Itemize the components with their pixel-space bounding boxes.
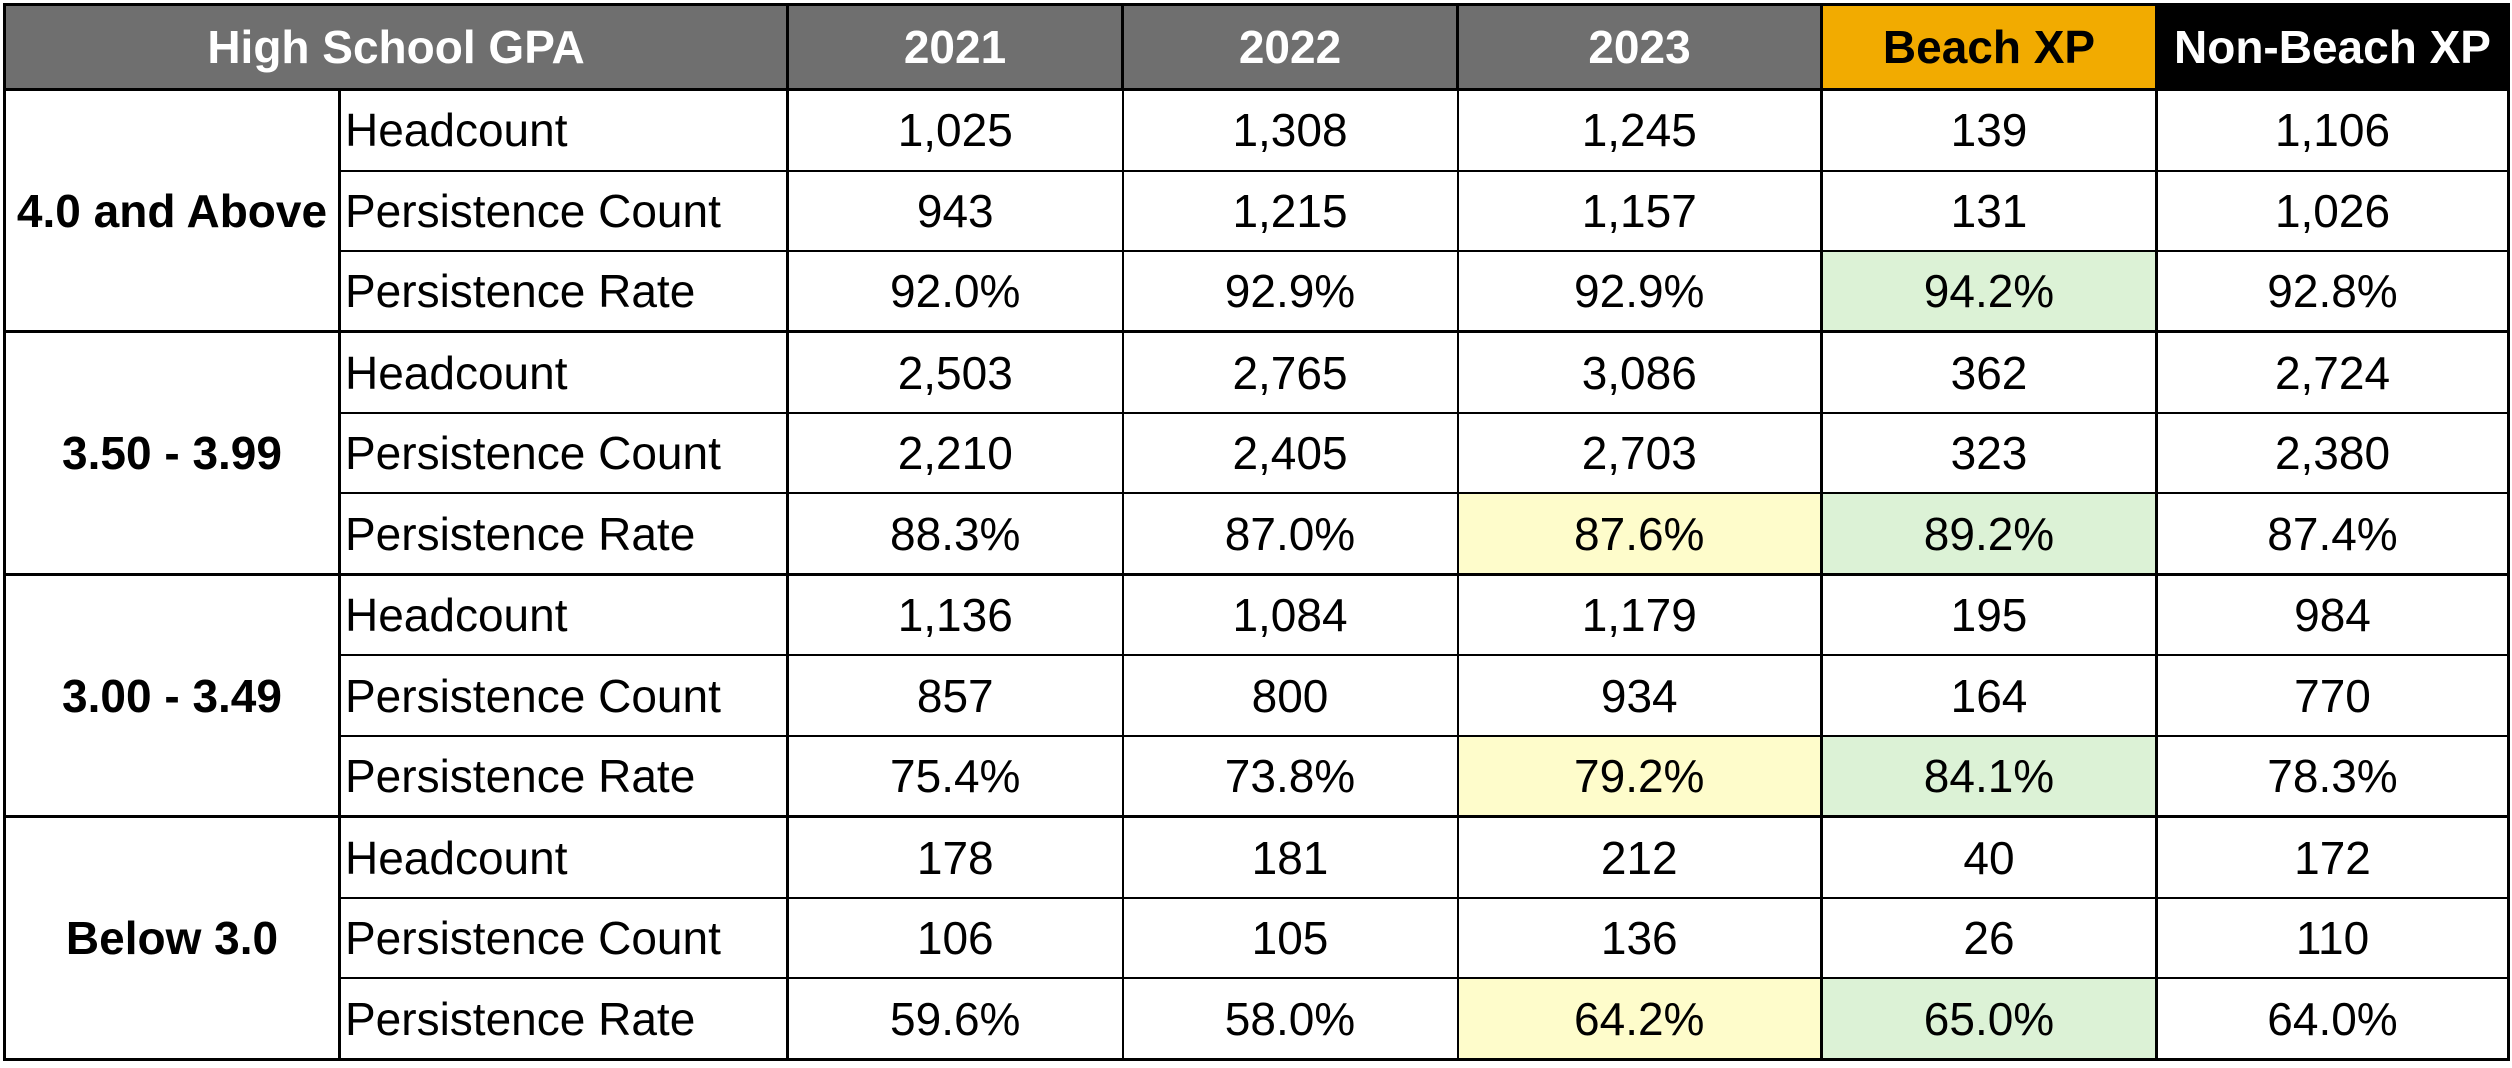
table-row: Persistence Rate 88.3% 87.0% 87.6% 89.2% 87.4… [5,492,2510,576]
header-row: High School GPA 2021 2022 2023 Beach XP … [3,3,2510,91]
cell-beach-xp-persistence-rate: 84.1% [1820,734,2158,818]
cell-2022-persistence-count: 800 [1121,654,1459,737]
cell-non-beach-xp-persistence-rate: 87.4% [2155,492,2510,576]
cell-2021-persistence-rate: 88.3% [786,492,1124,576]
table-row: Persistence Count 2,210 2,405 2,703 323 2,380 [5,411,2510,495]
metric-label-headcount: Headcount [338,88,789,172]
cell-2022-headcount: 181 [1121,815,1459,899]
group-label-4-0-and-above: 4.0 and Above [3,87,341,333]
cell-non-beach-xp-headcount: 172 [2155,815,2510,899]
cell-non-beach-xp-persistence-count: 110 [2155,896,2510,980]
cell-non-beach-xp-persistence-rate: 92.8% [2155,249,2510,333]
cell-2021-headcount: 1,136 [786,572,1124,657]
cell-2021-persistence-rate: 92.0% [786,249,1124,333]
cell-beach-xp-persistence-rate: 89.2% [1820,492,2158,576]
cell-2022-headcount: 1,308 [1121,88,1459,172]
cell-2021-headcount: 1,025 [786,88,1124,172]
metric-label-headcount: Headcount [338,572,789,657]
table-body: 4.0 and Above Headcount 1,025 1,308 1,245 139… [3,87,2510,1061]
metric-label-persistence-rate: Persistence Rate [338,492,789,576]
cell-non-beach-xp-persistence-count: 2,380 [2155,411,2510,495]
metric-label-persistence-count: Persistence Count [338,411,789,495]
table-row: Persistence Count 943 1,215 1,157 131 1,026 [5,169,2510,252]
cell-non-beach-xp-persistence-rate: 78.3% [2155,734,2510,818]
cell-2023-persistence-rate: 64.2% [1456,977,1823,1061]
cell-non-beach-xp-persistence-count: 770 [2155,654,2510,737]
cell-non-beach-xp-persistence-count: 1,026 [2155,169,2510,252]
cell-2023-persistence-count: 1,157 [1456,169,1823,252]
cell-2023-persistence-rate: 92.9% [1456,249,1823,333]
table-row: Persistence Count 106 105 136 26 110 [5,896,2510,980]
cell-2022-persistence-rate: 58.0% [1121,977,1459,1061]
cell-2021-headcount: 2,503 [786,330,1124,414]
cell-beach-xp-persistence-count: 131 [1820,169,2158,252]
cell-beach-xp-persistence-count: 26 [1820,896,2158,980]
cell-non-beach-xp-persistence-rate: 64.0% [2155,977,2510,1061]
table-row: Persistence Rate 75.4% 73.8% 79.2% 84.1% 78.3… [5,734,2510,818]
metric-label-persistence-count: Persistence Count [338,896,789,980]
cell-2022-persistence-rate: 92.9% [1121,249,1459,333]
table-row: Below 3.0 Headcount 178 181 212 40 172 [3,815,2510,1061]
cell-beach-xp-persistence-rate: 65.0% [1820,977,2158,1061]
header-year-2023: 2023 [1456,3,1823,91]
header-year-2021: 2021 [786,3,1124,91]
cell-2022-persistence-rate: 87.0% [1121,492,1459,576]
group-label-below-3-0: Below 3.0 [3,815,341,1061]
cell-2021-persistence-count: 943 [786,169,1124,252]
cell-2021-persistence-count: 857 [786,654,1124,737]
cell-2021-persistence-rate: 75.4% [786,734,1124,818]
cell-2023-persistence-count: 136 [1456,896,1823,980]
metric-label-persistence-count: Persistence Count [338,169,789,252]
table-row: Persistence Count 857 800 934 164 770 [5,654,2510,737]
metric-label-headcount: Headcount [338,330,789,414]
cell-2023-headcount: 1,179 [1456,572,1823,657]
cell-non-beach-xp-headcount: 2,724 [2155,330,2510,414]
cell-2021-headcount: 178 [786,815,1124,899]
metric-label-persistence-count: Persistence Count [338,654,789,737]
gpa-persistence-table: High School GPA 2021 2022 2023 Beach XP … [3,3,2510,1061]
cell-2023-persistence-rate: 79.2% [1456,734,1823,818]
cell-2022-headcount: 2,765 [1121,330,1459,414]
cell-beach-xp-persistence-count: 323 [1820,411,2158,495]
metric-label-persistence-rate: Persistence Rate [338,734,789,818]
cell-2022-persistence-count: 2,405 [1121,411,1459,495]
cell-2021-persistence-count: 2,210 [786,411,1124,495]
cell-beach-xp-persistence-rate: 94.2% [1820,249,2158,333]
table-row: 3.00 - 3.49 Headcount 1,136 1,084 1,179 195 98… [3,572,2510,818]
cell-non-beach-xp-headcount: 1,106 [2155,88,2510,172]
metric-label-persistence-rate: Persistence Rate [338,977,789,1061]
metric-label-headcount: Headcount [338,815,789,899]
header-gpa: High School GPA [3,3,789,91]
cell-2023-headcount: 212 [1456,815,1823,899]
cell-2023-persistence-count: 934 [1456,654,1823,737]
header-non-beach-xp: Non-Beach XP [2155,3,2510,91]
cell-2022-persistence-rate: 73.8% [1121,734,1459,818]
header-beach-xp: Beach XP [1820,3,2158,91]
cell-2021-persistence-count: 106 [786,896,1124,980]
cell-2023-headcount: 3,086 [1456,330,1823,414]
metric-label-persistence-rate: Persistence Rate [338,249,789,333]
cell-2022-persistence-count: 1,215 [1121,169,1459,252]
group-label-3-50-3-99: 3.50 - 3.99 [3,330,341,576]
table-row: 3.50 - 3.99 Headcount 2,503 2,765 3,086 362 2,… [3,330,2510,576]
cell-non-beach-xp-headcount: 984 [2155,572,2510,657]
group-label-3-00-3-49: 3.00 - 3.49 [3,572,341,818]
cell-beach-xp-headcount: 195 [1820,572,2158,657]
cell-2021-persistence-rate: 59.6% [786,977,1124,1061]
cell-beach-xp-headcount: 40 [1820,815,2158,899]
header-year-2022: 2022 [1121,3,1459,91]
cell-beach-xp-headcount: 139 [1820,88,2158,172]
table-row: 4.0 and Above Headcount 1,025 1,308 1,245 139… [3,87,2510,333]
cell-beach-xp-persistence-count: 164 [1820,654,2158,737]
cell-2023-persistence-rate: 87.6% [1456,492,1823,576]
cell-2022-headcount: 1,084 [1121,572,1459,657]
cell-beach-xp-headcount: 362 [1820,330,2158,414]
table-row: Persistence Rate 92.0% 92.9% 92.9% 94.2% 92.8… [5,249,2510,333]
cell-2023-persistence-count: 2,703 [1456,411,1823,495]
cell-2022-persistence-count: 105 [1121,896,1459,980]
table-row: Persistence Rate 59.6% 58.0% 64.2% 65.0% 64.0… [5,977,2510,1061]
cell-2023-headcount: 1,245 [1456,88,1823,172]
